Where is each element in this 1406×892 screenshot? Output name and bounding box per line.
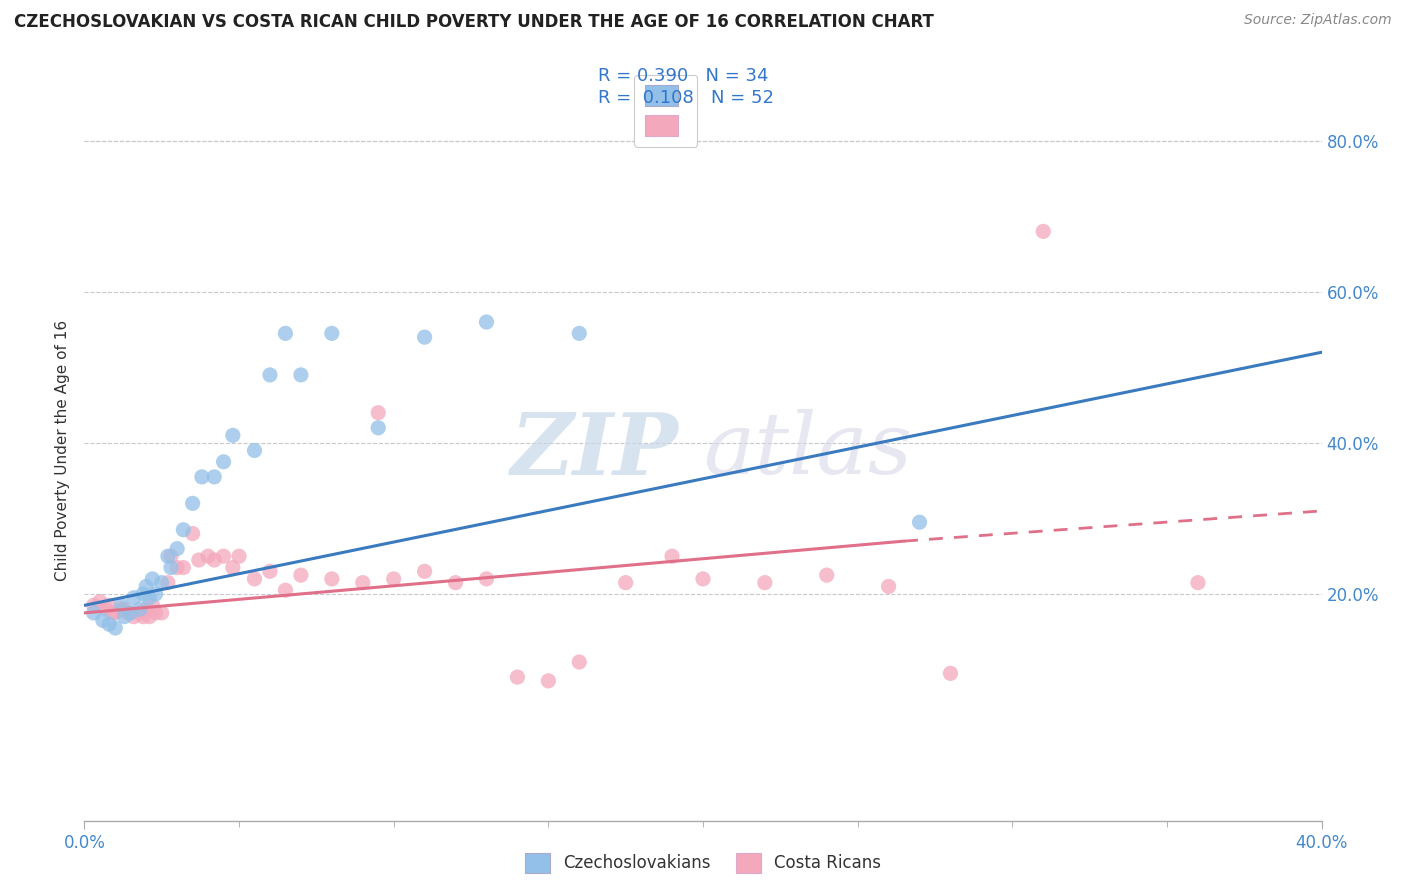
Point <box>138 609 160 624</box>
Point <box>91 614 114 628</box>
Point <box>104 606 127 620</box>
Point <box>222 560 245 574</box>
Point <box>197 549 219 564</box>
Point <box>228 549 250 564</box>
Point <box>120 606 142 620</box>
Point <box>98 599 121 613</box>
Point <box>166 541 188 556</box>
Point <box>138 591 160 605</box>
Point <box>141 572 163 586</box>
Point <box>1032 224 1054 238</box>
Legend: , : , <box>634 75 697 147</box>
Point <box>150 575 173 590</box>
Point <box>145 606 167 620</box>
Point <box>132 587 155 601</box>
Point <box>122 609 145 624</box>
Point <box>135 602 157 616</box>
Point <box>150 606 173 620</box>
Point <box>614 575 637 590</box>
Point <box>110 602 132 616</box>
Point <box>274 326 297 341</box>
Point <box>382 572 405 586</box>
Point <box>754 575 776 590</box>
Point <box>110 599 132 613</box>
Point <box>181 496 204 510</box>
Point <box>122 591 145 605</box>
Point <box>202 553 225 567</box>
Point <box>877 579 900 593</box>
Point <box>129 602 152 616</box>
Point <box>172 560 194 574</box>
Point <box>222 428 245 442</box>
Point <box>114 602 136 616</box>
Point <box>568 326 591 341</box>
Point <box>1187 575 1209 590</box>
Point <box>160 549 183 564</box>
Point <box>212 455 235 469</box>
Point <box>243 572 266 586</box>
Point <box>506 670 529 684</box>
Point <box>475 315 498 329</box>
Point <box>367 421 389 435</box>
Point <box>661 549 683 564</box>
Point <box>692 572 714 586</box>
Point <box>141 599 163 613</box>
Text: R =  0.108   N = 52: R = 0.108 N = 52 <box>598 89 773 107</box>
Point <box>444 575 467 590</box>
Point <box>145 587 167 601</box>
Point <box>83 599 105 613</box>
Point <box>259 368 281 382</box>
Point <box>908 515 931 529</box>
Point <box>172 523 194 537</box>
Point <box>129 606 152 620</box>
Point <box>290 568 312 582</box>
Point <box>191 470 214 484</box>
Point <box>160 560 183 574</box>
Point <box>166 560 188 574</box>
Point <box>104 621 127 635</box>
Text: R = 0.390   N = 34: R = 0.390 N = 34 <box>598 67 768 85</box>
Point <box>568 655 591 669</box>
Point <box>537 673 560 688</box>
Point <box>120 606 142 620</box>
Point <box>187 553 209 567</box>
Point <box>117 606 139 620</box>
Point <box>94 602 117 616</box>
Point <box>89 594 111 608</box>
Point <box>101 606 124 620</box>
Point <box>352 575 374 590</box>
Point <box>202 470 225 484</box>
Point <box>413 565 436 579</box>
Legend: Czechoslovakians, Costa Ricans: Czechoslovakians, Costa Ricans <box>519 847 887 880</box>
Point <box>181 526 204 541</box>
Point <box>132 609 155 624</box>
Point <box>939 666 962 681</box>
Point <box>290 368 312 382</box>
Text: ZIP: ZIP <box>510 409 678 492</box>
Text: Source: ZipAtlas.com: Source: ZipAtlas.com <box>1244 13 1392 28</box>
Point <box>367 406 389 420</box>
Point <box>98 617 121 632</box>
Text: CZECHOSLOVAKIAN VS COSTA RICAN CHILD POVERTY UNDER THE AGE OF 16 CORRELATION CHA: CZECHOSLOVAKIAN VS COSTA RICAN CHILD POV… <box>14 13 934 31</box>
Point <box>475 572 498 586</box>
Point <box>321 572 343 586</box>
Point <box>243 443 266 458</box>
Point <box>259 565 281 579</box>
Point <box>815 568 838 582</box>
Text: atlas: atlas <box>703 409 912 491</box>
Point <box>274 583 297 598</box>
Point <box>114 609 136 624</box>
Point <box>413 330 436 344</box>
Point <box>212 549 235 564</box>
Y-axis label: Child Poverty Under the Age of 16: Child Poverty Under the Age of 16 <box>55 320 70 581</box>
Point <box>83 606 105 620</box>
Point <box>156 549 179 564</box>
Point <box>156 575 179 590</box>
Point <box>321 326 343 341</box>
Point <box>135 579 157 593</box>
